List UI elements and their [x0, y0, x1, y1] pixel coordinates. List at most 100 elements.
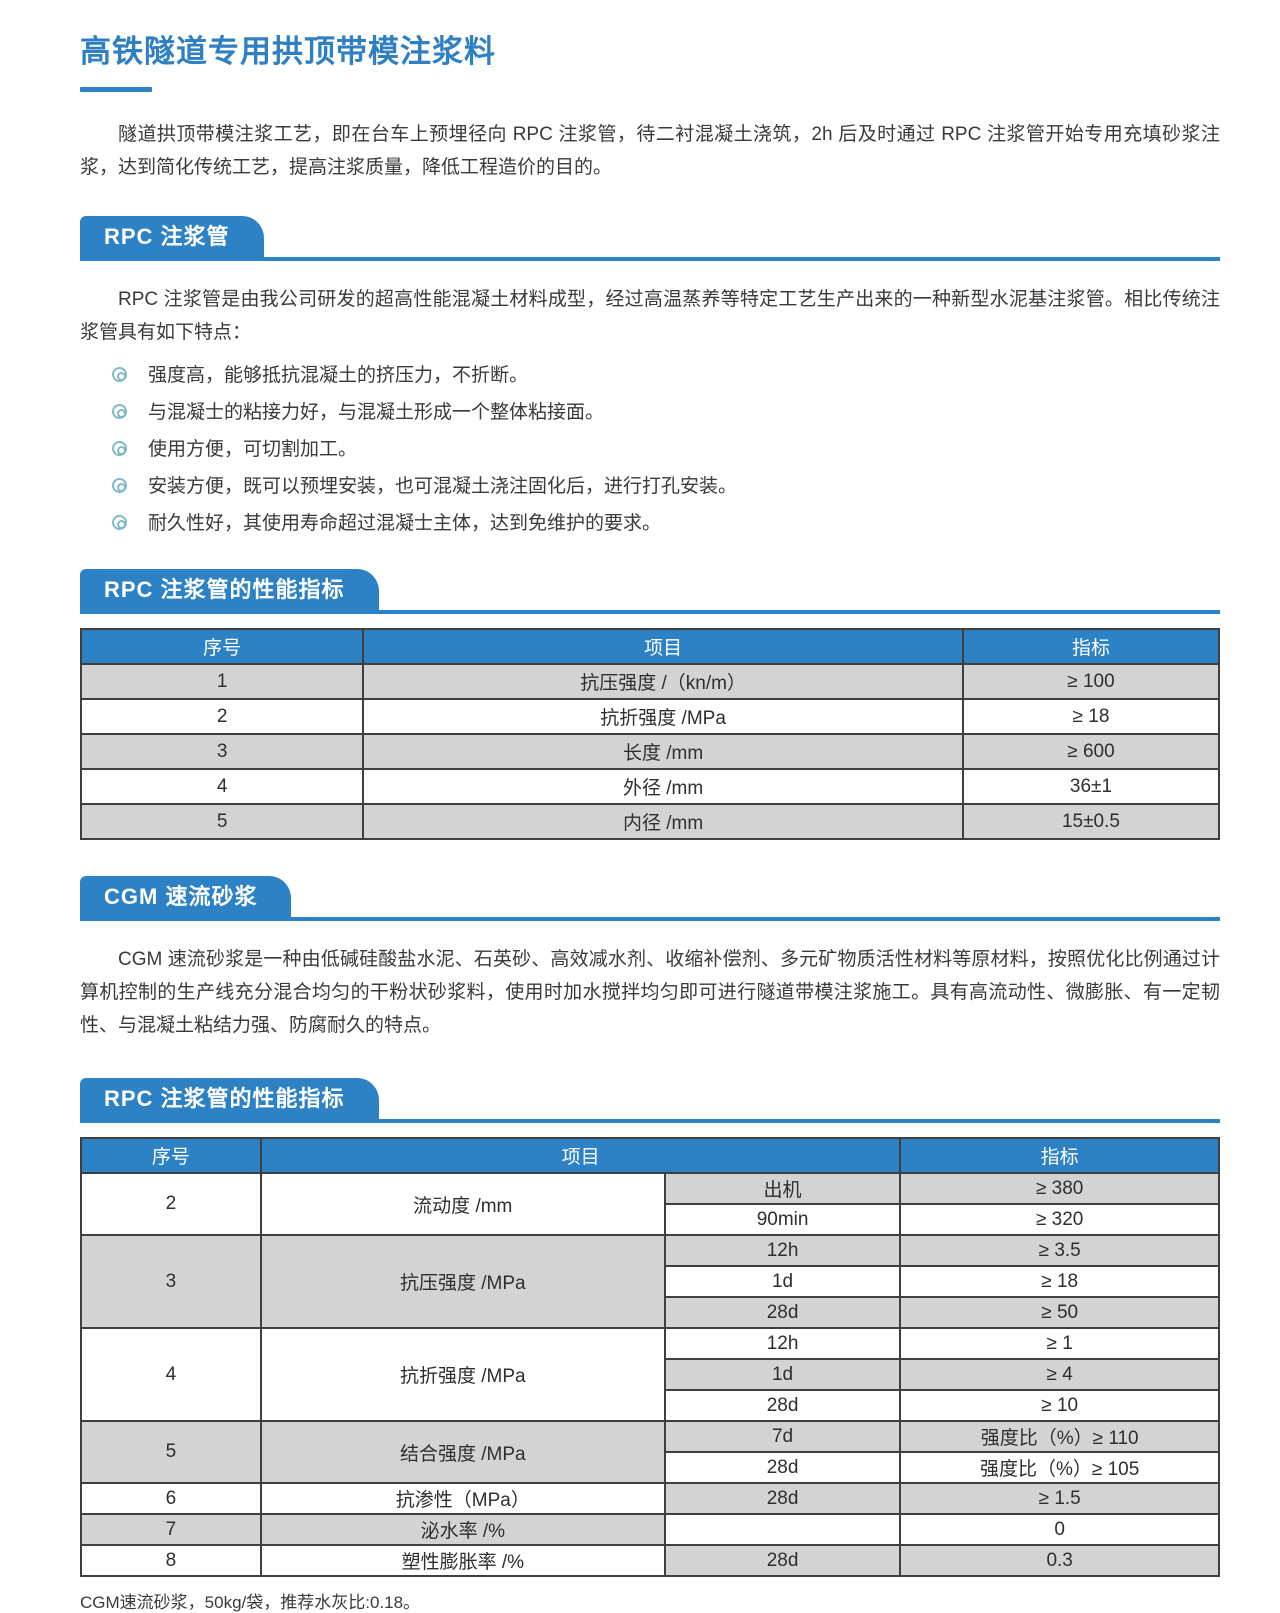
condition-cell: 1d	[663, 1265, 902, 1298]
feature-text: 与混凝士的粘接力好，与混凝土形成一个整体粘接面。	[148, 402, 605, 423]
table-row: 8 塑性膨胀率 /% 28d 0.3	[80, 1544, 1220, 1577]
column-header-item: 项目	[259, 1137, 902, 1174]
condition-cell: 28d	[663, 1544, 902, 1577]
feature-item: 使用方便，可切割加工。	[112, 437, 1220, 463]
feature-item: 安装方便，既可以预埋安装，也可混凝土浇注固化后，进行打孔安装。	[112, 474, 1220, 500]
table-row: 28d 强度比（%）≥ 105	[81, 1451, 1220, 1484]
condition-cell: 28d	[663, 1482, 902, 1515]
seq-cell: 4	[79, 768, 365, 805]
table-row: 4 外径 /mm 36±1	[79, 768, 1221, 805]
table-row: 1d ≥ 4	[81, 1358, 1220, 1391]
value-cell: ≥ 4	[899, 1358, 1220, 1391]
seq-cell: 5	[80, 1420, 262, 1484]
table-row: 28d ≥ 10	[81, 1389, 1220, 1422]
mortar-perf-table: 序号 项目 指标 2 流动度 /mm 出机 ≥ 380 90min ≥ 320 3 抗压强度 …	[80, 1137, 1220, 1577]
section-badge: RPC 注浆管的性能指标	[80, 1078, 379, 1119]
table-row: 28d ≥ 50	[81, 1296, 1220, 1329]
seq-cell: 2	[79, 698, 365, 735]
seq-cell: 8	[80, 1544, 262, 1577]
column-header-value: 指标	[961, 628, 1221, 665]
value-cell: ≥ 380	[899, 1172, 1220, 1205]
section-badge: RPC 注浆管的性能指标	[80, 569, 379, 610]
item-cell: 抗折强度 /MPa	[362, 698, 964, 735]
bullet-ring-icon	[112, 367, 127, 382]
item-cell: 长度 /mm	[362, 733, 964, 770]
table-row: 5 结合强度 /MPa 7d 强度比（%）≥ 110	[80, 1420, 1220, 1484]
bullet-ring-icon	[112, 404, 127, 419]
section-badge: RPC 注浆管	[80, 216, 264, 257]
seq-cell: 5	[79, 803, 365, 840]
section-heading-perf-table: RPC 注浆管的性能指标	[80, 1078, 1220, 1123]
feature-text: 使用方便，可切割加工。	[148, 439, 358, 460]
condition-cell: 28d	[663, 1296, 902, 1329]
feature-item: 与混凝士的粘接力好，与混凝土形成一个整体粘接面。	[112, 400, 1220, 426]
table-row: 5 内径 /mm 15±0.5	[79, 803, 1221, 840]
mortar-perf-table-body: 2 流动度 /mm 出机 ≥ 380 90min ≥ 320 3 抗压强度 /MPa 12h ≥ …	[80, 1172, 1220, 1577]
seq-cell: 3	[79, 733, 365, 770]
table-row: 1 抗压强度 /（kn/m） ≥ 100	[79, 663, 1221, 700]
item-cell: 塑性膨胀率 /%	[259, 1544, 666, 1577]
item-cell: 泌水率 /%	[259, 1513, 666, 1546]
item-cell: 抗渗性（MPa）	[259, 1482, 666, 1515]
table-row: 2 流动度 /mm 出机 ≥ 380	[80, 1172, 1220, 1236]
table-row: 90min ≥ 320	[81, 1203, 1220, 1236]
value-cell: ≥ 18	[899, 1265, 1220, 1298]
section-heading-cgm: CGM 速流砂浆	[80, 876, 1220, 921]
table-header-row: 序号 项目 指标	[79, 628, 1221, 665]
cgm-paragraph: CGM 速流砂浆是一种由低碱硅酸盐水泥、石英砂、高效减水剂、收缩补偿剂、多元矿物…	[80, 949, 1220, 1036]
feature-item: 耐久性好，其使用寿命超过混凝士主体，达到免维护的要求。	[112, 511, 1220, 537]
item-cell: 抗折强度 /MPa	[259, 1327, 666, 1422]
seq-cell: 1	[79, 663, 365, 700]
rpc-pipe-paragraph: RPC 注浆管是由我公司研发的超高性能混凝土材料成型，经过高温蒸养等特定工艺生产…	[80, 289, 1220, 343]
value-cell: ≥ 600	[961, 733, 1221, 770]
item-cell: 流动度 /mm	[259, 1172, 666, 1236]
condition-cell: 28d	[663, 1451, 902, 1484]
condition-cell: 1d	[663, 1358, 902, 1391]
section-badge: CGM 速流砂浆	[80, 876, 292, 917]
page-title: 高铁隧道专用拱顶带模注浆料	[80, 34, 496, 69]
seq-cell: 3	[80, 1234, 262, 1329]
item-cell: 抗压强度 /（kn/m）	[362, 663, 964, 700]
seq-cell: 6	[80, 1482, 262, 1515]
value-cell: ≥ 320	[899, 1203, 1220, 1236]
seq-cell: 7	[80, 1513, 262, 1546]
item-cell: 内径 /mm	[362, 803, 964, 840]
rpc-feature-list: 强度高，能够抵抗混凝土的挤压力，不折断。与混凝士的粘接力好，与混凝土形成一个整体…	[80, 363, 1220, 537]
table-row: 3 长度 /mm ≥ 600	[79, 733, 1221, 770]
value-cell: ≥ 50	[899, 1296, 1220, 1329]
value-cell: ≥ 10	[899, 1389, 1220, 1422]
seq-cell: 4	[80, 1327, 262, 1422]
table-row: 4 抗折强度 /MPa 12h ≥ 1	[80, 1327, 1220, 1422]
column-header-seq: 序号	[79, 628, 365, 665]
table-row: 7 泌水率 /% 0	[80, 1513, 1220, 1546]
table-row: 3 抗压强度 /MPa 12h ≥ 3.5	[80, 1234, 1220, 1329]
value-cell: ≥ 18	[961, 698, 1221, 735]
feature-item: 强度高，能够抵抗混凝土的挤压力，不折断。	[112, 363, 1220, 389]
bullet-ring-icon	[112, 441, 127, 456]
item-cell: 外径 /mm	[362, 768, 964, 805]
bullet-ring-icon	[112, 515, 127, 530]
value-cell: ≥ 100	[961, 663, 1221, 700]
value-cell: ≥ 3.5	[899, 1234, 1220, 1267]
condition-cell: 12h	[663, 1327, 902, 1360]
section-heading-rpc-pipe: RPC 注浆管	[80, 216, 1220, 261]
footer-note: CGM速流砂浆，50kg/袋，推荐水灰比:0.18。	[80, 1593, 421, 1612]
feature-text: 强度高，能够抵抗混凝土的挤压力，不折断。	[148, 365, 529, 386]
condition-cell: 90min	[663, 1203, 902, 1236]
column-header-item: 项目	[362, 628, 964, 665]
item-cell: 结合强度 /MPa	[259, 1420, 666, 1484]
value-cell: 15±0.5	[961, 803, 1221, 840]
value-cell: 0	[899, 1513, 1220, 1546]
intro-paragraph: 隧道拱顶带模注浆工艺，即在台车上预埋径向 RPC 注浆管，待二衬混凝土浇筑，2h…	[80, 124, 1220, 178]
value-cell: ≥ 1.5	[899, 1482, 1220, 1515]
rpc-spec-table-body: 1 抗压强度 /（kn/m） ≥ 100 2 抗折强度 /MPa ≥ 18 3 长度 /mm ≥…	[79, 663, 1221, 840]
condition-cell	[663, 1513, 902, 1546]
table-row: 2 抗折强度 /MPa ≥ 18	[79, 698, 1221, 735]
feature-text: 安装方便，既可以预埋安装，也可混凝土浇注固化后，进行打孔安装。	[148, 476, 738, 497]
condition-cell: 7d	[663, 1420, 902, 1453]
column-header-value: 指标	[899, 1137, 1220, 1174]
bullet-ring-icon	[112, 478, 127, 493]
feature-text: 耐久性好，其使用寿命超过混凝士主体，达到免维护的要求。	[148, 513, 662, 534]
table-row: 6 抗渗性（MPa） 28d ≥ 1.5	[80, 1482, 1220, 1515]
